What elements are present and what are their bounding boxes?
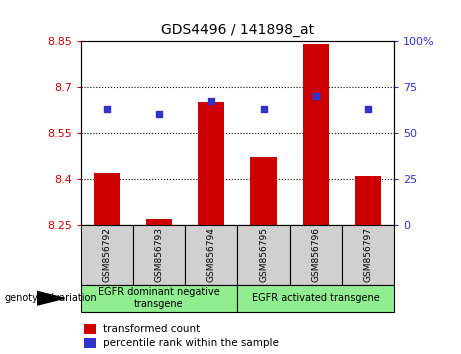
Bar — [290, 225, 342, 285]
Point — [103, 106, 111, 112]
Bar — [94, 173, 120, 225]
Text: EGFR dominant negative
transgene: EGFR dominant negative transgene — [98, 287, 220, 309]
Bar — [342, 225, 394, 285]
Bar — [303, 44, 329, 225]
Text: GSM856797: GSM856797 — [364, 227, 372, 282]
Bar — [198, 102, 225, 225]
Bar — [185, 225, 237, 285]
Bar — [146, 219, 172, 225]
Title: GDS4496 / 141898_at: GDS4496 / 141898_at — [161, 23, 314, 37]
Bar — [237, 225, 290, 285]
Bar — [237, 285, 394, 312]
Point — [207, 99, 215, 104]
Text: transformed count: transformed count — [103, 324, 200, 334]
Bar — [84, 324, 96, 334]
Text: percentile rank within the sample: percentile rank within the sample — [103, 338, 278, 348]
Text: genotype/variation: genotype/variation — [5, 293, 97, 303]
Text: GSM856796: GSM856796 — [311, 227, 320, 282]
Text: EGFR activated transgene: EGFR activated transgene — [252, 293, 380, 303]
Bar — [250, 157, 277, 225]
Bar — [81, 285, 237, 312]
Bar — [133, 225, 185, 285]
Text: GSM856794: GSM856794 — [207, 227, 216, 282]
Point — [260, 106, 267, 112]
Point — [155, 112, 163, 117]
Point — [312, 93, 319, 99]
Bar — [81, 225, 133, 285]
Text: GSM856795: GSM856795 — [259, 227, 268, 282]
Bar — [355, 176, 381, 225]
Text: GSM856793: GSM856793 — [154, 227, 164, 282]
Text: GSM856792: GSM856792 — [102, 227, 111, 282]
Bar — [84, 338, 96, 348]
Point — [364, 106, 372, 112]
Polygon shape — [37, 291, 65, 305]
